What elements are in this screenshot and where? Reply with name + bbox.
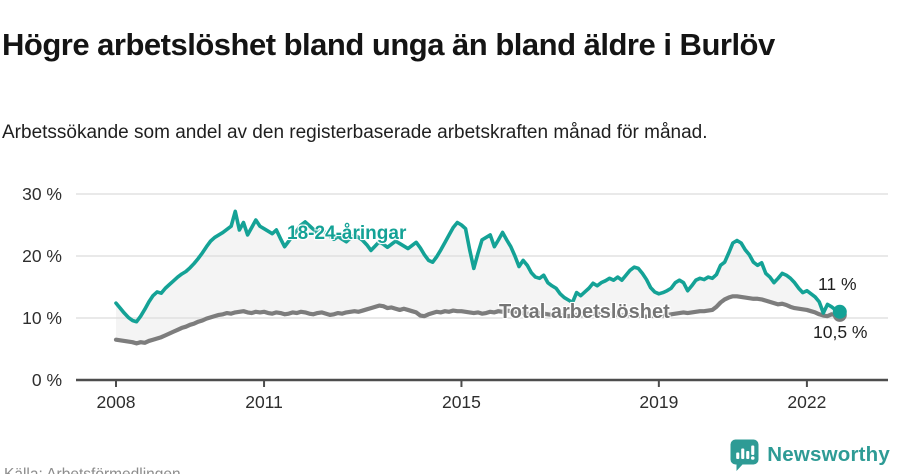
newsworthy-bubble-icon [730,439,759,471]
end-value-total: 10,5 % [813,322,868,342]
svg-text:2019: 2019 [639,392,678,412]
series-label-total: Total arbetslöshet [499,301,670,323]
newsworthy-logo: Newsworthy [729,438,890,471]
x-axis: 2008 2011 2015 2019 2022 [76,378,888,412]
series-lines [113,209,842,346]
series-label-young: 18-24-åringar [287,223,407,244]
line-chart: 2008 2011 2015 2019 2022 0 % 10 % 20 % 30 % [22,184,888,412]
svg-text:30 %: 30 % [22,184,62,204]
svg-text:2015: 2015 [442,392,481,412]
y-axis-labels: 0 % 10 % 20 % 30 % [22,184,62,390]
svg-text:10 %: 10 % [22,308,62,328]
chart-subtitle: Arbetssökande som andel av den registerb… [2,122,708,143]
svg-text:2008: 2008 [97,392,136,412]
svg-text:20 %: 20 % [22,246,62,266]
svg-text:2022: 2022 [787,392,826,412]
end-dots [832,304,847,322]
page-title: Högre arbetslöshet bland unga än bland ä… [2,26,775,62]
source-note: Källa: Arbetsförmedlingen [4,465,181,474]
svg-text:2011: 2011 [245,392,283,412]
svg-text:0 %: 0 % [32,370,62,390]
brand-wordmark: Newsworthy [767,442,890,466]
end-value-young: 11 % [818,274,857,294]
area-fill [116,211,840,344]
